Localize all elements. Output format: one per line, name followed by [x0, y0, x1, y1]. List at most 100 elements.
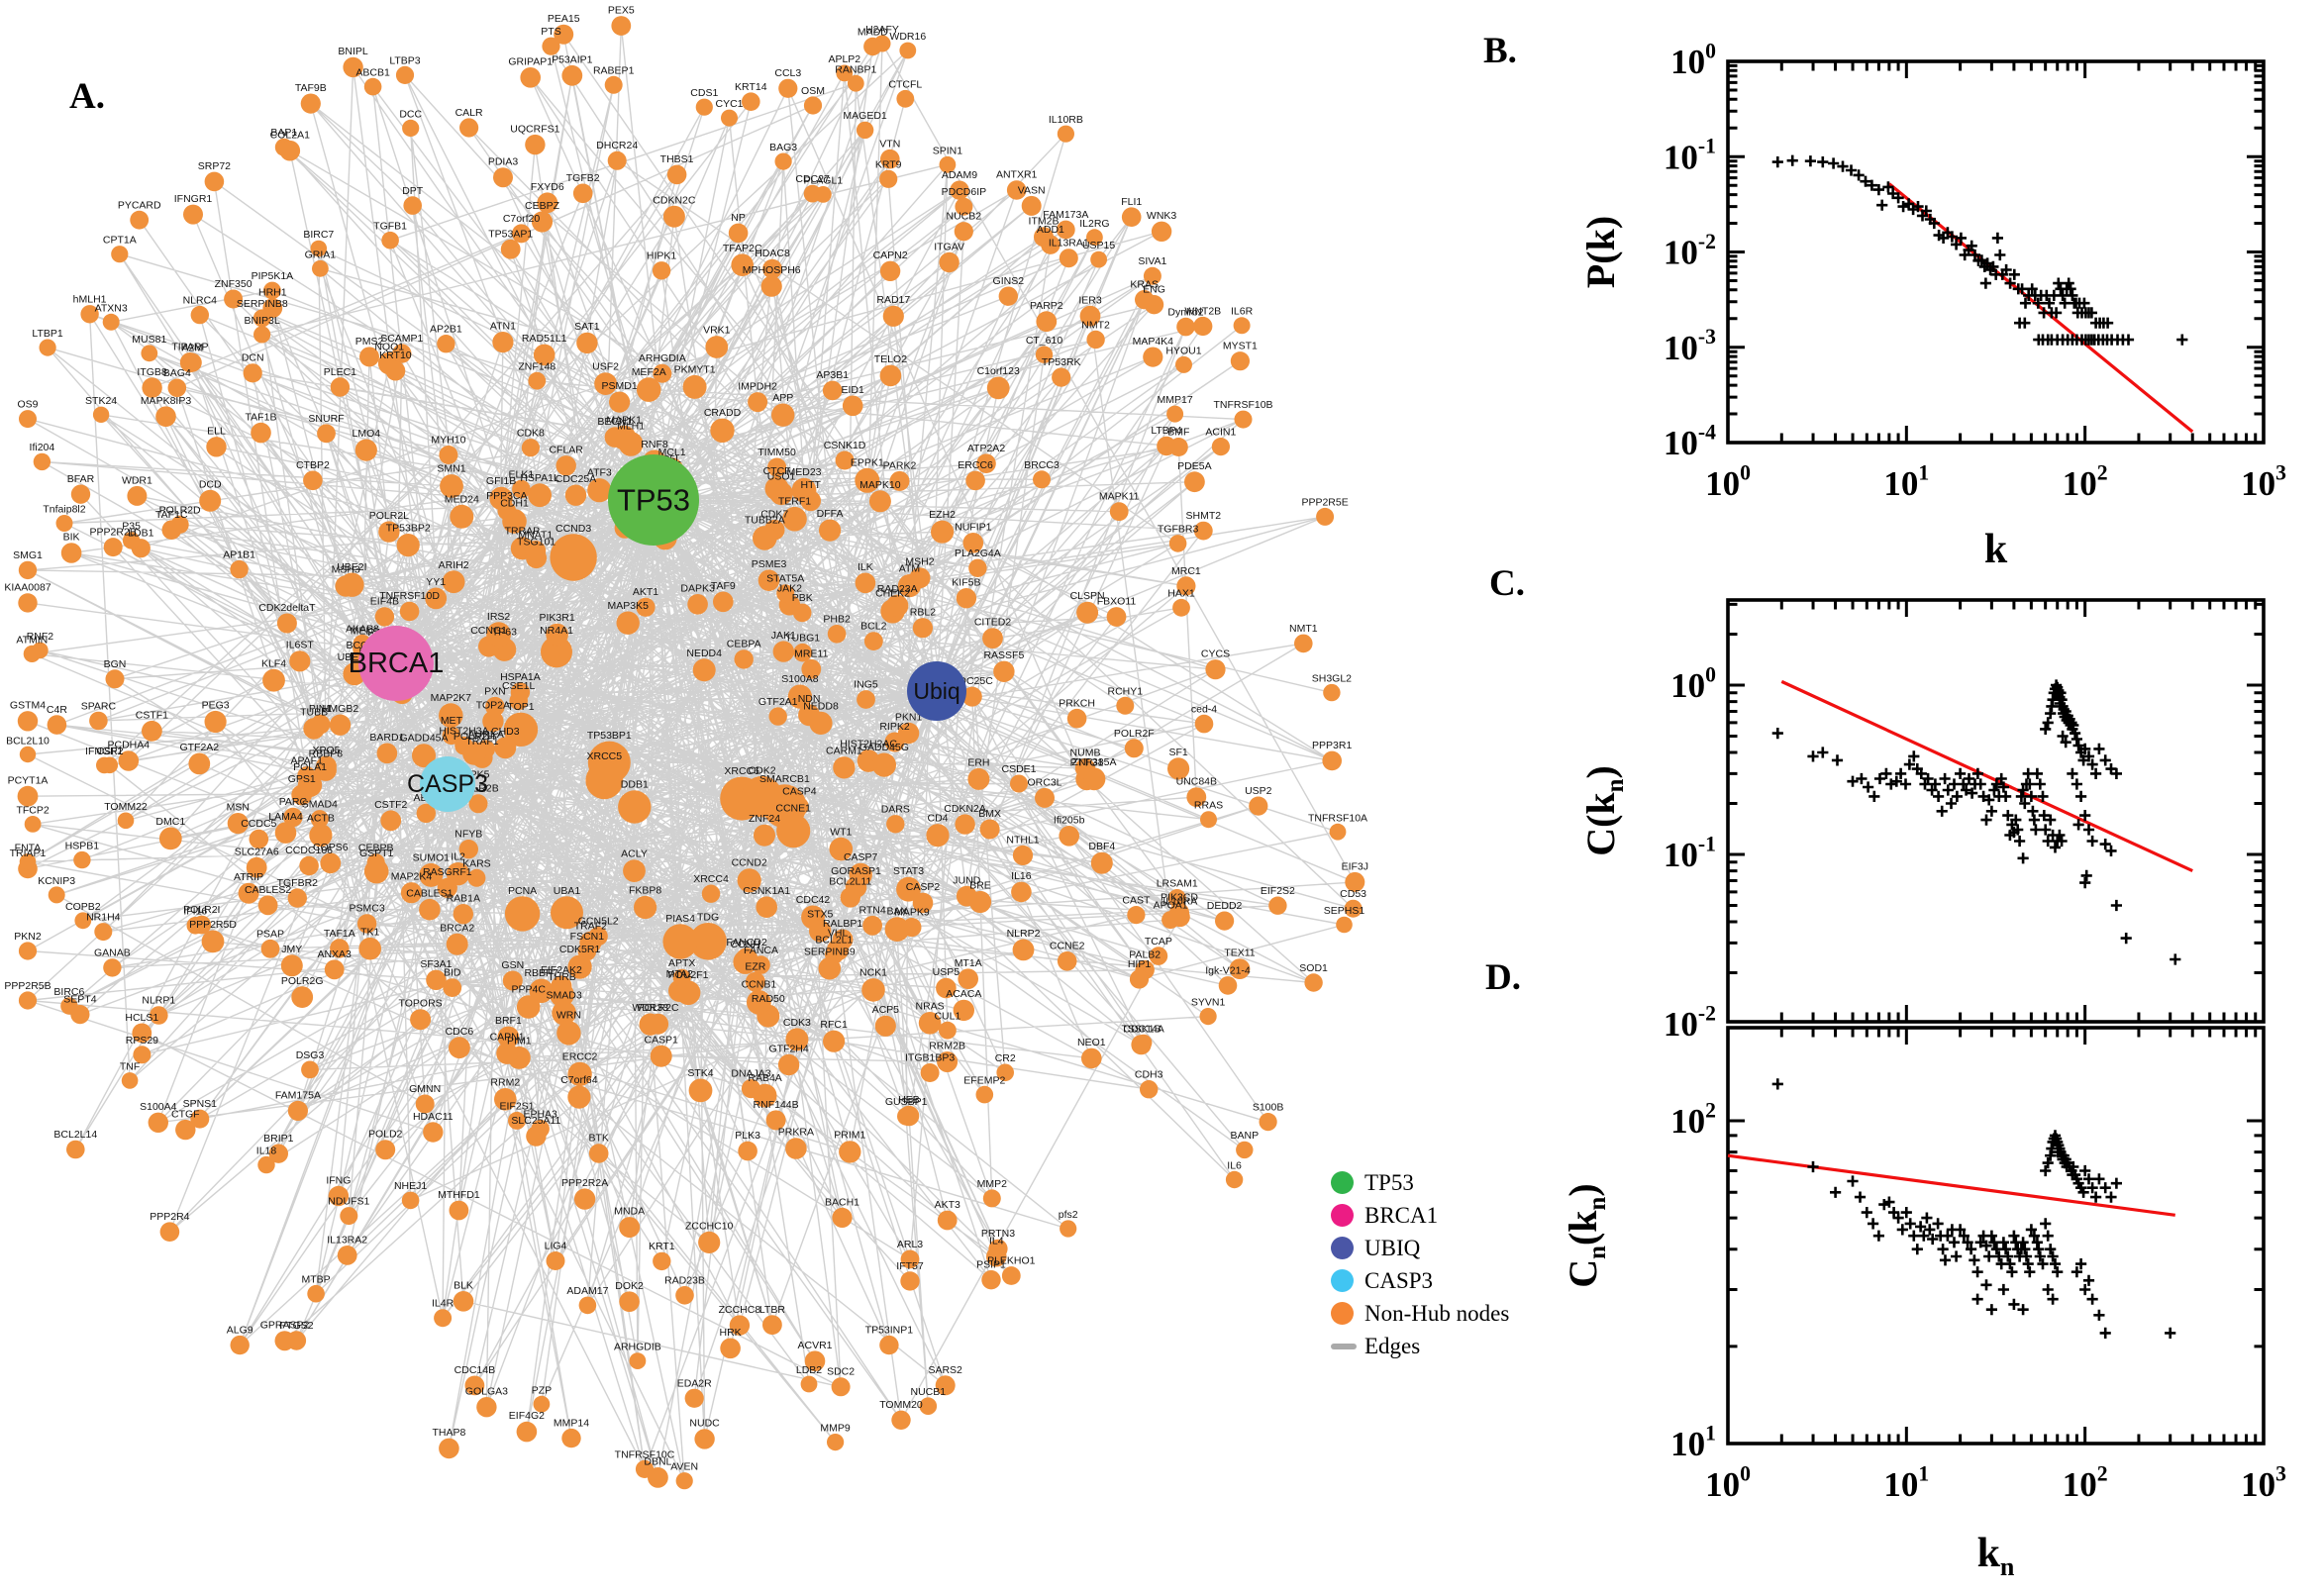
network-node: [782, 506, 807, 532]
network-node: [753, 1083, 777, 1108]
network-node: [798, 704, 821, 727]
network-node: [912, 892, 934, 914]
network-node-label: PPP2R5E: [1301, 496, 1348, 508]
network-node-label: RAD17: [876, 294, 910, 306]
network-node: [1151, 221, 1172, 242]
network-node-label: EZH2: [929, 509, 956, 521]
network-node: [1193, 316, 1213, 337]
network-node-label: SH3GL2: [1312, 673, 1352, 685]
network-node-label: PXN: [484, 685, 506, 697]
network-node: [897, 574, 922, 598]
network-node-label: PPP2R2A: [561, 1177, 608, 1189]
network-node-label: TUBB2A: [745, 515, 785, 527]
network-node: [738, 1141, 758, 1161]
network-node: [825, 946, 844, 964]
network-node: [741, 775, 783, 818]
network-node-label: AKT3: [935, 1199, 960, 1211]
network-node: [899, 42, 917, 59]
network-node-label: JAK2: [777, 583, 802, 595]
network-node-label: PDIA3: [488, 156, 519, 168]
network-node: [982, 628, 1003, 648]
network-node-label: UNC84B: [1176, 776, 1217, 788]
network-node-label: NUDC: [689, 1418, 720, 1430]
network-node: [819, 519, 842, 542]
network-node-label: NMT2: [1081, 319, 1110, 331]
network-node: [1086, 330, 1105, 349]
network-node-label: GSPT1: [359, 848, 394, 859]
network-node: [175, 1119, 196, 1141]
network-node-label: TOMM22: [104, 801, 148, 813]
network-node: [1035, 787, 1055, 808]
network-node-label: USO1: [767, 470, 796, 482]
network-node-label: CSNK1D: [824, 440, 866, 451]
network-node-label: CYCS: [1201, 648, 1230, 660]
network-node: [648, 1467, 668, 1488]
network-node: [257, 1155, 275, 1174]
network-node: [954, 222, 973, 242]
network-node: [127, 485, 148, 506]
network-node-label: TERF1: [778, 495, 811, 507]
network-node-label: TELO2: [874, 353, 907, 365]
network-node: [419, 862, 444, 887]
legend-item-brca1: BRCA1: [1331, 1199, 1509, 1232]
x-tick-label: 102​: [2063, 460, 2108, 503]
axis-ticks: [1726, 1028, 2266, 1446]
network-node-label: RRM2B: [929, 1041, 965, 1052]
network-node-label: RTN4: [858, 904, 885, 916]
network-node: [199, 489, 222, 512]
network-node: [188, 752, 211, 775]
network-node: [310, 714, 331, 735]
network-node-label: CARM1: [826, 746, 862, 757]
network-node: [343, 56, 363, 78]
network-node-label: PPP3CA: [486, 490, 527, 502]
network-node-label: PYCARD: [118, 199, 161, 211]
y-axis-title: P(k): [1578, 216, 1623, 288]
network-node-label: PHB2: [823, 614, 851, 626]
network-node: [130, 210, 150, 230]
network-node-label: LAMA4: [268, 811, 303, 823]
network-node: [616, 611, 640, 635]
network-node-label: HSPA1A: [500, 671, 541, 683]
x-axis-title: k: [1984, 527, 2008, 572]
network-node-label: PRKCH: [1059, 697, 1095, 709]
network-node: [283, 807, 303, 828]
network-node: [316, 755, 337, 777]
network-node: [988, 1239, 1008, 1258]
network-node-label: DDB1: [621, 779, 649, 791]
network-node: [1167, 757, 1190, 780]
network-node: [721, 109, 738, 127]
network-node-label: NCK1: [859, 967, 887, 979]
network-node: [588, 1144, 609, 1163]
network-node-label: MRE11: [794, 648, 828, 659]
legend-label-casp3: CASP3: [1364, 1268, 1434, 1293]
network-node-label: POLR2L: [369, 510, 409, 522]
brca1-node-icon: [1331, 1204, 1354, 1227]
network-node-label: DNAJA3: [731, 1068, 770, 1080]
network-node-label: CITED2: [974, 617, 1012, 629]
network-node: [879, 169, 898, 188]
network-node-label: HDAC8: [755, 248, 790, 259]
network-node-label: hMLH1: [73, 294, 107, 306]
network-node-label: S100A8: [781, 673, 819, 685]
network-node-label: BRF1: [495, 1015, 522, 1027]
network-node: [879, 260, 901, 281]
network-node: [886, 594, 909, 617]
network-node-label: GPRASP2: [260, 1320, 310, 1332]
network-node-label: PLA2G4A: [955, 548, 1001, 559]
network-node-label: PTTG1: [1070, 756, 1104, 768]
network-node: [18, 560, 38, 580]
network-node-label: SEPT4: [63, 993, 96, 1005]
network-node: [73, 850, 91, 869]
network-node-label: WDR16: [889, 31, 926, 43]
network-node-label: BIRC6: [53, 986, 84, 998]
network-node: [1205, 659, 1226, 680]
network-node: [399, 601, 420, 622]
network-node-label: IMPDH2: [738, 381, 777, 393]
network-node: [1121, 207, 1142, 227]
network-node: [607, 150, 627, 170]
network-node-label: RASGRF1: [423, 866, 472, 878]
network-node-label: IFNG: [326, 1174, 351, 1186]
network-node-label: RNF8: [641, 439, 668, 450]
network-node-label: OSM: [801, 85, 825, 97]
network-node: [150, 1006, 168, 1025]
